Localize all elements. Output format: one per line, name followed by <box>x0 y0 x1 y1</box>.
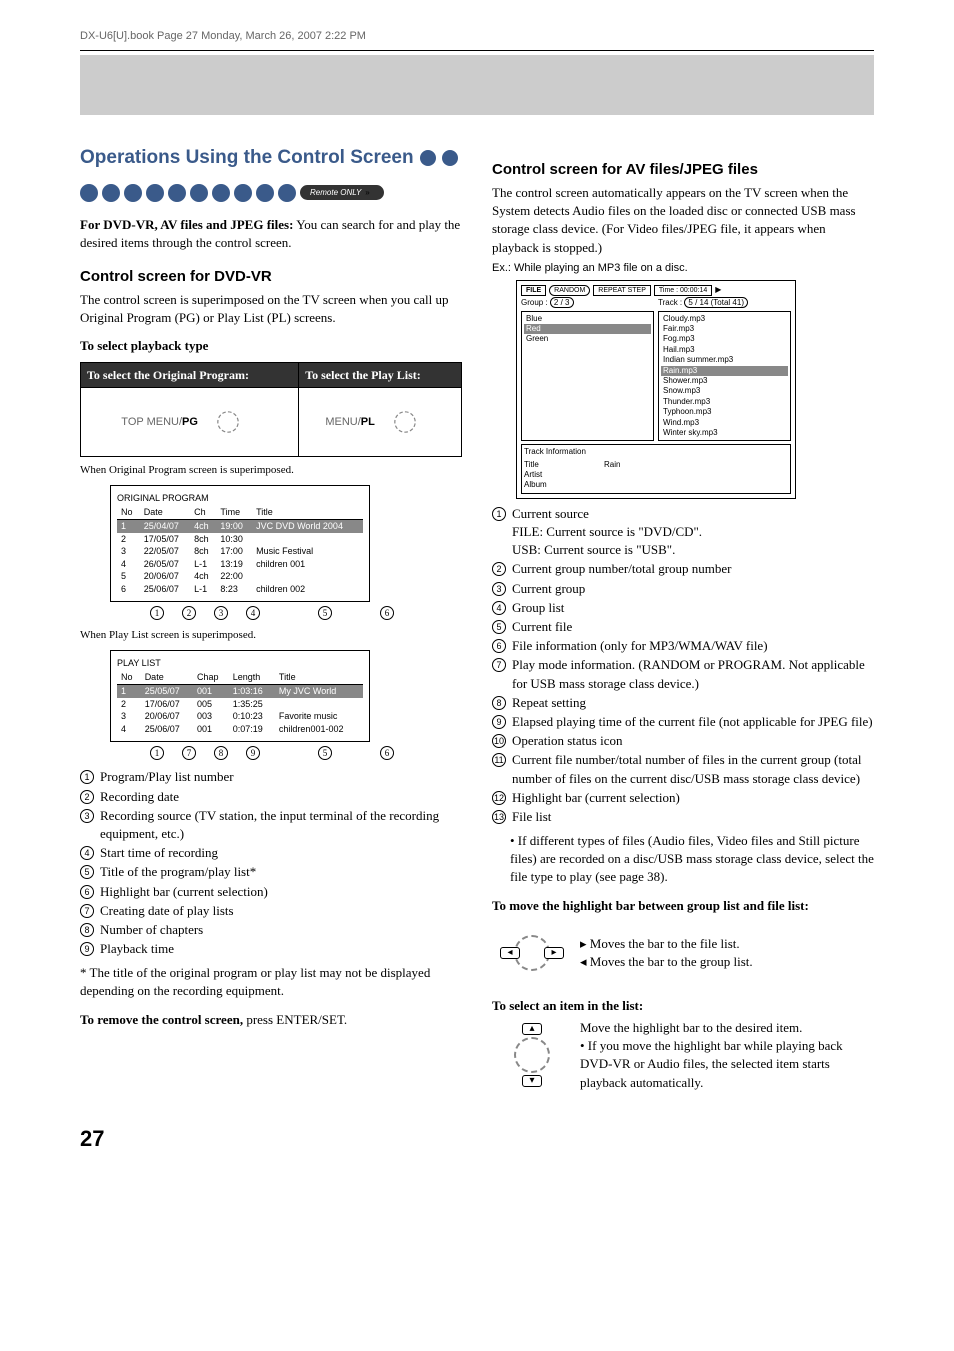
legend-item: 3Recording source (TV station, the input… <box>80 807 462 843</box>
legend-item: 7Play mode information. (RANDOM or PROGR… <box>492 656 874 692</box>
move-row-2: ▴▾ Move the highlight bar to the desired… <box>492 1019 874 1092</box>
legend-item: 8Repeat setting <box>492 694 874 712</box>
legend-item: 12Highlight bar (current selection) <box>492 789 874 807</box>
intro: For DVD-VR, AV files and JPEG files: You… <box>80 216 462 252</box>
callouts-op: 123456 <box>150 606 462 620</box>
td-original: TOP MENU/PG <box>81 388 299 457</box>
select-text: Move the highlight bar to the desired it… <box>580 1019 874 1092</box>
gray-band <box>80 55 874 115</box>
dot-icon <box>256 184 274 202</box>
dot-icon <box>124 184 142 202</box>
callouts-pl: 178956 <box>150 746 462 760</box>
dot-row: Remote ONLY <box>80 184 384 202</box>
legend-item: 10Operation status icon <box>492 732 874 750</box>
title-text: Operations Using the Control Screen <box>80 145 414 172</box>
fs-group-list: BlueRedGreen <box>521 311 654 442</box>
remote-only-badge: Remote ONLY <box>300 185 384 200</box>
legend-item: 13File list <box>492 808 874 826</box>
dot-icon <box>212 184 230 202</box>
legend-item: 5Current file <box>492 618 874 636</box>
legend-item: 1Current sourceFILE: Current source is "… <box>492 505 874 560</box>
dot-icon <box>442 150 458 166</box>
fs-top: FILE RANDOM REPEAT STEP Time : 00:00:14 … <box>521 285 791 296</box>
section-title: Operations Using the Control Screen <box>80 145 462 172</box>
caption-playlist: When Play List screen is superimposed. <box>80 628 462 643</box>
pl-title: PLAY LIST <box>117 657 363 670</box>
legend-item: 8Number of chapters <box>80 921 462 939</box>
fs-repeat: REPEAT STEP <box>593 285 651 296</box>
legend-item: 7Creating date of play lists <box>80 902 462 920</box>
caption-original: When Original Program screen is superimp… <box>80 463 462 478</box>
dot-icon <box>234 184 252 202</box>
fs-file: FILE <box>521 285 546 296</box>
dot-icon <box>146 184 164 202</box>
legend-item: 11Current file number/total number of fi… <box>492 751 874 787</box>
legend-item: 2Current group number/total group number <box>492 560 874 578</box>
right-column: Control screen for AV files/JPEG files T… <box>492 145 874 1096</box>
op-title: ORIGINAL PROGRAM <box>117 492 363 505</box>
select-table: To select the Original Program: To selec… <box>80 362 462 458</box>
fs-file-list: Cloudy.mp3Fair.mp3Fog.mp3Hail.mp3Indian … <box>658 311 791 442</box>
intro-bold: For DVD-VR, AV files and JPEG files: <box>80 217 293 232</box>
legend-item: 5Title of the program/play list* <box>80 863 462 881</box>
fs-header-row: Group : 2 / 3 Track : 5 / 14 (Total 41) <box>521 298 791 308</box>
legend-item: 4Group list <box>492 599 874 617</box>
fs-track-info: Track InformationTitleRainArtistAlbum <box>521 444 791 494</box>
dot-icon <box>278 184 296 202</box>
p-dvdvr: The control screen is superimposed on th… <box>80 291 462 327</box>
fs-time: Time : 00:00:14 <box>654 285 712 296</box>
rule <box>80 50 874 51</box>
original-program-table: ORIGINAL PROGRAM NoDateChTimeTitle125/04… <box>110 485 370 603</box>
dot-icon <box>80 184 98 202</box>
heading-move: To move the highlight bar between group … <box>492 897 874 915</box>
heading-select: To select an item in the list: <box>492 997 874 1015</box>
left-column: Operations Using the Control Screen Remo… <box>80 145 462 1096</box>
legend-item: 4Start time of recording <box>80 844 462 862</box>
move-text: ▸ Moves the bar to the file list. ◂ Move… <box>580 935 874 971</box>
legend-right: 1Current sourceFILE: Current source is "… <box>492 505 874 826</box>
th-original: To select the Original Program: <box>81 362 299 388</box>
file-screen: FILE RANDOM REPEAT STEP Time : 00:00:14 … <box>516 280 796 499</box>
footnote: * The title of the original program or p… <box>80 964 462 1000</box>
dot-icon <box>102 184 120 202</box>
columns: Operations Using the Control Screen Remo… <box>80 145 874 1096</box>
heading-av: Control screen for AV files/JPEG files <box>492 159 874 180</box>
dot-icon <box>168 184 186 202</box>
fs-split: BlueRedGreen Cloudy.mp3Fair.mp3Fog.mp3Ha… <box>521 311 791 442</box>
nav-cross-icon: ▴▾ <box>502 1025 562 1085</box>
heading-playback-type: To select playback type <box>80 337 462 355</box>
playlist-table: PLAY LIST NoDateChapLengthTitle125/05/07… <box>110 650 370 743</box>
legend-item: 1Program/Play list number <box>80 768 462 786</box>
book-header: DX-U6[U].book Page 27 Monday, March 26, … <box>80 30 874 42</box>
legend-item: 3Current group <box>492 580 874 598</box>
play-icon: ▶ <box>715 285 721 295</box>
legend-item: 2Recording date <box>80 788 462 806</box>
cross-icon <box>210 404 246 440</box>
td-playlist: MENU/PL <box>299 388 462 457</box>
dot-icon <box>190 184 208 202</box>
legend-item: 6File information (only for MP3/WMA/WAV … <box>492 637 874 655</box>
example-label: Ex.: While playing an MP3 file on a disc… <box>492 261 874 276</box>
nav-cross-icon: ◂▸ <box>502 923 562 983</box>
legend-item: 9Elapsed playing time of the current fil… <box>492 713 874 731</box>
move-row-1: ◂▸ ▸ Moves the bar to the file list. ◂ M… <box>492 919 874 987</box>
legend-item: 9Playback time <box>80 940 462 958</box>
legend-item: 6Highlight bar (current selection) <box>80 883 462 901</box>
p-av: The control screen automatically appears… <box>492 184 874 257</box>
dot-icon <box>420 150 436 166</box>
legend-left: 1Program/Play list number 2Recording date… <box>80 768 462 958</box>
remove-line: To remove the control screen, press ENTE… <box>80 1011 462 1029</box>
fs-random: RANDOM <box>549 285 590 296</box>
th-playlist: To select the Play List: <box>299 362 462 388</box>
heading-dvdvr: Control screen for DVD-VR <box>80 266 462 287</box>
cross-icon <box>387 404 423 440</box>
bullet-note: • If different types of files (Audio fil… <box>510 832 874 887</box>
page-number: 27 <box>80 1126 874 1152</box>
page: DX-U6[U].book Page 27 Monday, March 26, … <box>0 0 954 1182</box>
